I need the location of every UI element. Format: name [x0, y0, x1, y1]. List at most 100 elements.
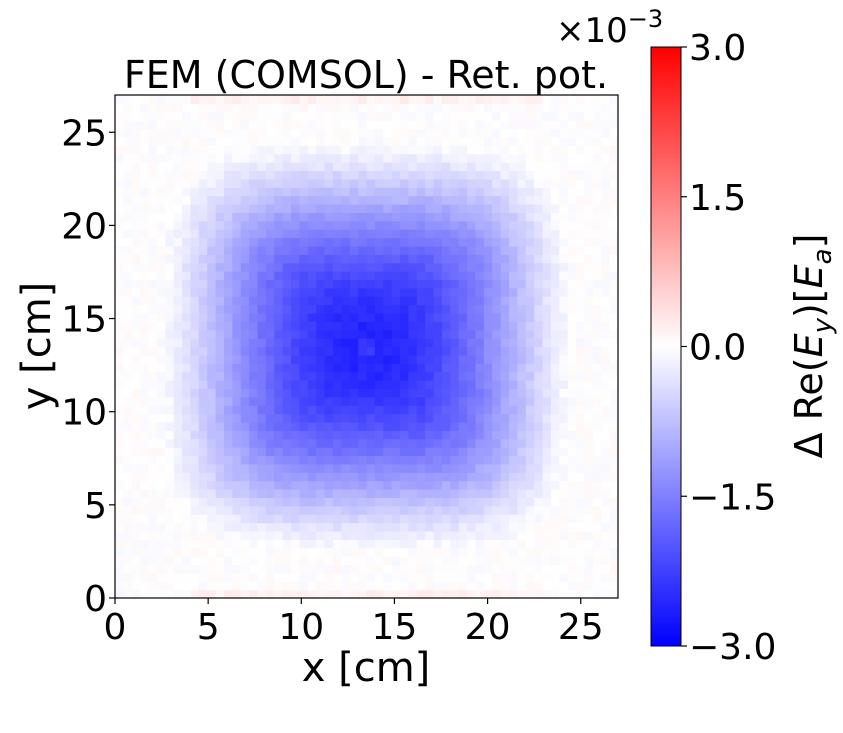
- heatmap-cell: [140, 380, 150, 390]
- heatmap-area: [115, 95, 618, 598]
- heatmap-cell: [584, 363, 594, 373]
- heatmap-cell: [408, 564, 418, 574]
- heatmap-cell: [584, 220, 594, 230]
- heatmap-cell: [483, 463, 493, 473]
- heatmap-cell: [173, 103, 183, 113]
- heatmap-cell: [316, 463, 326, 473]
- heatmap-cell: [366, 405, 376, 415]
- heatmap-cell: [282, 296, 292, 306]
- heatmap-cell: [400, 195, 410, 205]
- heatmap-cell: [525, 178, 535, 188]
- heatmap-cell: [282, 195, 292, 205]
- heatmap-cell: [115, 396, 124, 406]
- heatmap-cell: [299, 338, 309, 348]
- heatmap-cell: [584, 472, 594, 482]
- heatmap-cell: [240, 514, 250, 524]
- heatmap-cell: [115, 405, 124, 415]
- heatmap-cell: [584, 271, 594, 281]
- heatmap-cell: [198, 203, 208, 213]
- heatmap-cell: [509, 162, 518, 172]
- heatmap-cell: [517, 380, 527, 390]
- heatmap-cell: [182, 111, 192, 121]
- heatmap-cell: [257, 178, 267, 188]
- heatmap-cell: [324, 95, 334, 104]
- heatmap-cell: [156, 271, 166, 281]
- heatmap-cell: [550, 572, 560, 582]
- heatmap-cell: [190, 136, 200, 146]
- heatmap-cell: [307, 589, 317, 598]
- heatmap-cell: [316, 245, 326, 255]
- heatmap-cell: [374, 472, 384, 482]
- heatmap-cell: [215, 396, 225, 406]
- heatmap-cell: [492, 245, 502, 255]
- heatmap-cell: [592, 371, 602, 381]
- heatmap-cell: [475, 128, 485, 138]
- heatmap-cell: [374, 522, 384, 532]
- heatmap-cell: [299, 380, 309, 390]
- heatmap-cell: [240, 455, 250, 465]
- heatmap-cell: [316, 220, 326, 230]
- heatmap-cell: [299, 447, 309, 457]
- heatmap-cell: [391, 178, 401, 188]
- heatmap-cell: [509, 304, 518, 314]
- heatmap-cell: [131, 413, 141, 423]
- heatmap-cell: [257, 522, 267, 532]
- heatmap-cell: [475, 589, 485, 598]
- heatmap-cell: [123, 572, 133, 582]
- heatmap-cell: [223, 203, 233, 213]
- heatmap-cell: [123, 178, 133, 188]
- heatmap-cell: [265, 162, 275, 172]
- heatmap-cell: [609, 480, 618, 490]
- heatmap-cell: [450, 514, 460, 524]
- heatmap-cell: [492, 212, 502, 222]
- heatmap-cell: [115, 530, 124, 540]
- heatmap-cell: [450, 455, 460, 465]
- heatmap-cell: [584, 178, 594, 188]
- heatmap-cell: [148, 262, 158, 272]
- heatmap-cell: [475, 447, 485, 457]
- heatmap-cell: [433, 338, 443, 348]
- heatmap-cell: [265, 405, 275, 415]
- heatmap-cell: [198, 522, 208, 532]
- heatmap-cell: [475, 220, 485, 230]
- heatmap-cell: [534, 463, 544, 473]
- heatmap-cell: [358, 187, 368, 197]
- heatmap-cell: [165, 556, 175, 566]
- heatmap-cell: [492, 572, 502, 582]
- heatmap-cell: [601, 572, 611, 582]
- heatmap-cell: [232, 145, 242, 155]
- heatmap-cell: [601, 346, 611, 356]
- heatmap-cell: [433, 447, 443, 457]
- heatmap-cell: [391, 245, 401, 255]
- heatmap-cell: [391, 111, 401, 121]
- heatmap-cell: [441, 111, 451, 121]
- heatmap-cell: [215, 581, 225, 591]
- heatmap-cell: [400, 136, 410, 146]
- heatmap-cell: [349, 380, 359, 390]
- heatmap-cell: [299, 296, 309, 306]
- heatmap-cell: [517, 354, 527, 364]
- heatmap-cell: [383, 145, 393, 155]
- heatmap-cell: [584, 556, 594, 566]
- heatmap-cell: [467, 220, 477, 230]
- heatmap-cell: [433, 170, 443, 180]
- heatmap-cell: [232, 296, 242, 306]
- heatmap-cell: [274, 338, 284, 348]
- heatmap-cell: [223, 530, 233, 540]
- heatmap-cell: [517, 279, 527, 289]
- heatmap-cell: [475, 120, 485, 130]
- heatmap-cell: [257, 153, 267, 163]
- heatmap-cell: [291, 304, 301, 314]
- heatmap-cell: [542, 354, 552, 364]
- heatmap-cell: [559, 480, 569, 490]
- heatmap-cell: [190, 405, 200, 415]
- heatmap-cell: [299, 245, 309, 255]
- heatmap-cell: [249, 430, 259, 440]
- heatmap-cell: [140, 287, 150, 297]
- heatmap-cell: [483, 271, 493, 281]
- heatmap-cell: [383, 430, 393, 440]
- heatmap-cell: [249, 472, 259, 482]
- heatmap-cell: [374, 220, 384, 230]
- heatmap-cell: [282, 388, 292, 398]
- heatmap-cell: [374, 120, 384, 130]
